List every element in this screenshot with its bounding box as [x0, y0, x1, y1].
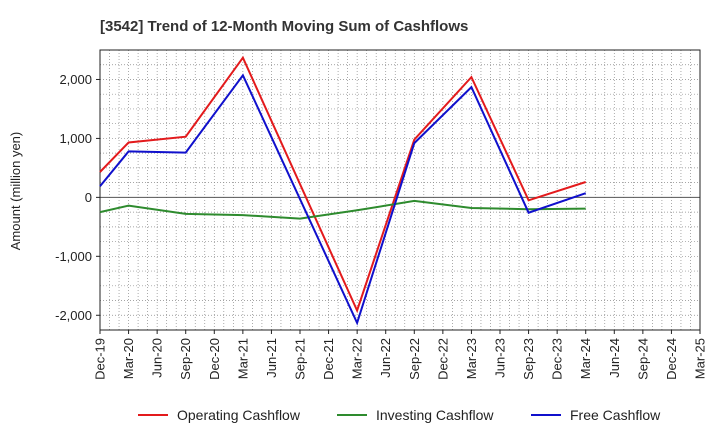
x-tick-label: Mar-25 — [693, 338, 708, 379]
x-tick-label: Mar-22 — [350, 338, 365, 379]
x-tick-label: Dec-21 — [321, 338, 336, 380]
x-tick-label: Dec-22 — [435, 338, 450, 380]
x-tick-label: Jun-21 — [264, 338, 279, 378]
x-tick-label: Jun-24 — [607, 338, 622, 378]
x-axis-ticks: Dec-19 Mar-20 Jun-20 Sep-20 Dec-20 Mar-21 Jun-… — [93, 330, 708, 380]
x-tick-label: Mar-24 — [578, 338, 593, 379]
plot-area — [99, 49, 701, 331]
x-tick-label: Dec-20 — [207, 338, 222, 380]
x-tick-label: Dec-24 — [664, 338, 679, 380]
series-lines — [99, 55, 587, 326]
y-tick-label: -1,000 — [55, 249, 92, 264]
series-line-operating-cashflow — [99, 55, 587, 314]
x-tick-label: Mar-23 — [464, 338, 479, 379]
x-tick-label: Jun-20 — [150, 338, 165, 378]
legend-label: Investing Cashflow — [376, 407, 494, 423]
x-tick-label: Jun-23 — [493, 338, 508, 378]
plot-border — [99, 49, 701, 331]
grid — [100, 50, 700, 330]
y-axis-ticks: 2,000 1,000 0 -1,000 -2,000 — [55, 72, 100, 323]
x-tick-label: Jun-22 — [378, 338, 393, 378]
x-tick-label: Dec-23 — [550, 338, 565, 380]
y-tick-label: -2,000 — [55, 308, 92, 323]
series-line-investing-cashflow — [99, 199, 586, 220]
x-tick-label: Mar-21 — [235, 338, 250, 379]
series-line-free-cashflow — [99, 73, 587, 326]
y-axis-label: Amount (million yen) — [8, 132, 23, 251]
y-tick-label: 1,000 — [59, 131, 92, 146]
x-tick-label: Sep-24 — [635, 338, 650, 380]
x-tick-label: Sep-20 — [178, 338, 193, 380]
y-tick-label: 2,000 — [59, 72, 92, 87]
x-tick-label: Mar-20 — [121, 338, 136, 379]
x-tick-label: Sep-21 — [293, 338, 308, 380]
legend-label: Operating Cashflow — [177, 407, 301, 423]
x-tick-label: Sep-22 — [407, 338, 422, 380]
x-tick-label: Sep-23 — [521, 338, 536, 380]
legend: Operating Cashflow Investing Cashflow Free… — [138, 407, 661, 423]
chart-title: [3542] Trend of 12-Month Moving Sum of C… — [100, 18, 468, 35]
x-tick-label: Dec-19 — [93, 338, 108, 380]
legend-label: Free Cashflow — [570, 407, 661, 423]
y-tick-label: 0 — [85, 190, 92, 205]
